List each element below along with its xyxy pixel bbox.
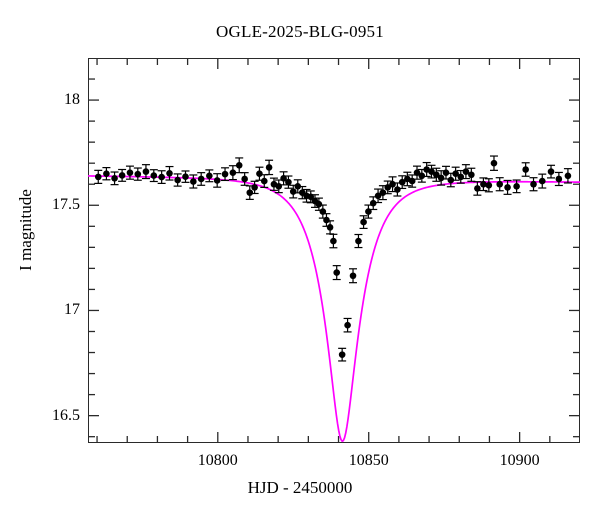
- y-axis-label: I magnitude: [16, 189, 35, 271]
- y-tick-label: 16.5: [52, 406, 80, 424]
- x-axis-label: HJD - 2450000: [247, 478, 353, 497]
- y-tick-label: 17.5: [52, 196, 80, 214]
- page-title: OGLE-2025-BLG-0951: [216, 22, 384, 41]
- data-points: [94, 159, 572, 358]
- y-tick-label: 18: [64, 91, 80, 109]
- axis-ticks: [88, 58, 580, 443]
- plot-frame: [88, 58, 580, 443]
- y-tick-label: 17: [64, 301, 80, 319]
- plot-canvas: [88, 58, 580, 443]
- x-tick-label: 10900: [499, 452, 540, 469]
- x-tick-label: 10800: [197, 452, 238, 469]
- model-curve: [88, 175, 580, 443]
- x-tick-label: 10850: [348, 452, 389, 469]
